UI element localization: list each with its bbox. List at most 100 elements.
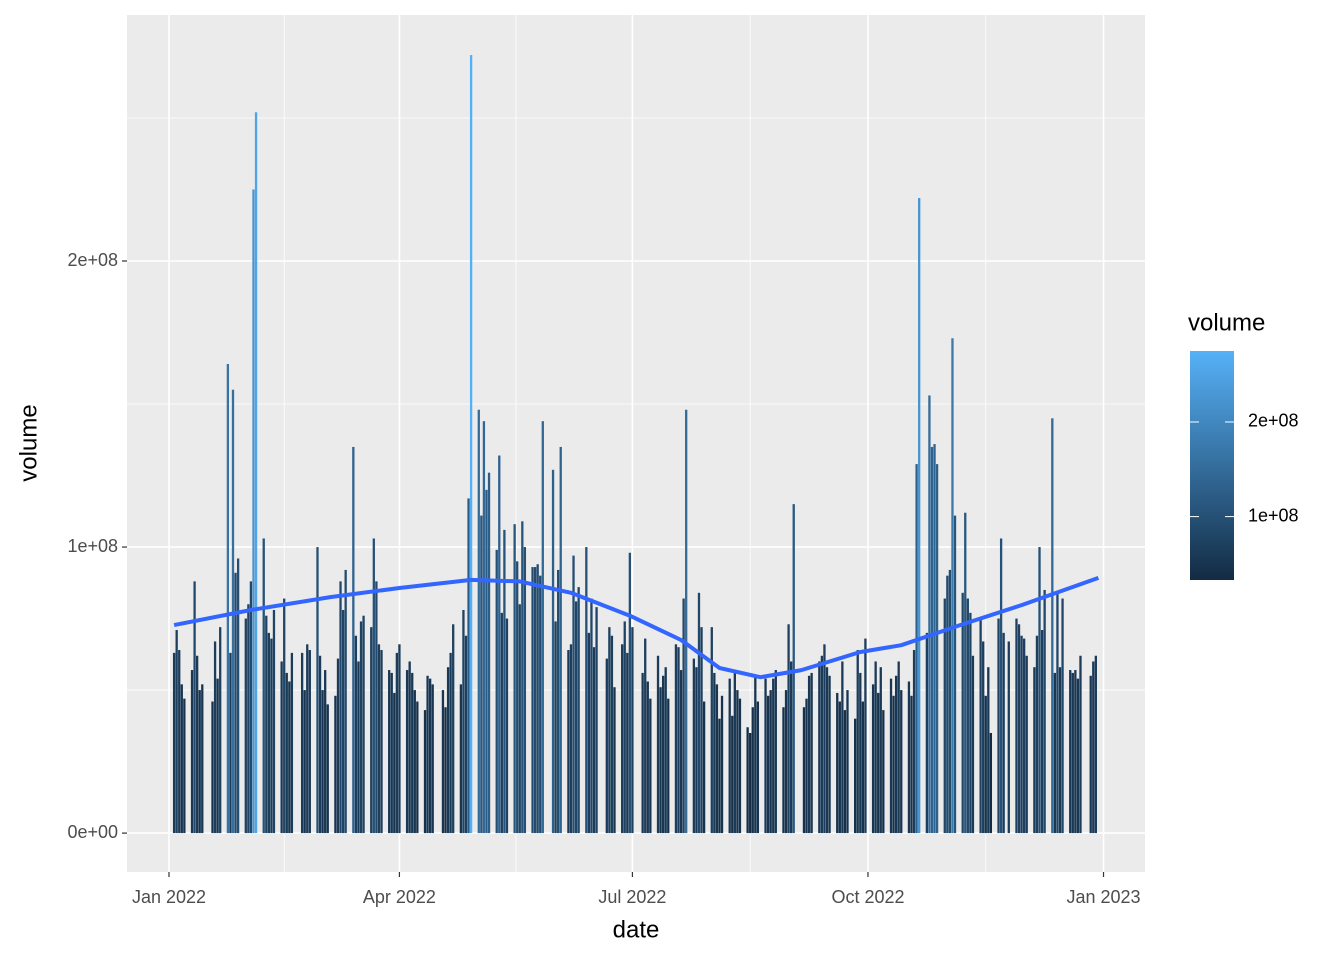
bar [1043, 589, 1046, 834]
bar [661, 675, 665, 834]
bar [516, 561, 519, 834]
bar [910, 695, 913, 834]
bar [649, 698, 652, 834]
bar [249, 581, 253, 834]
bar [541, 421, 544, 834]
bar [211, 701, 214, 834]
bar [925, 632, 929, 834]
bar [441, 690, 445, 834]
bar [1058, 667, 1062, 834]
bar [234, 572, 237, 834]
bar [846, 690, 849, 834]
bar [856, 650, 859, 834]
bar [1040, 630, 1044, 834]
bar [738, 698, 742, 834]
bar [446, 667, 450, 834]
bar [772, 678, 775, 834]
bar [854, 718, 857, 834]
bar [341, 609, 345, 834]
bar [756, 701, 760, 834]
bar [536, 564, 539, 834]
x-tick-label: Jan 2023 [1066, 887, 1140, 907]
bar [907, 681, 911, 834]
bar [572, 555, 575, 834]
bar [610, 635, 614, 834]
bar [644, 638, 647, 834]
bar [646, 681, 649, 834]
bar [262, 538, 265, 834]
bar [334, 695, 337, 834]
bar [859, 672, 862, 834]
bar [411, 672, 414, 834]
bar [590, 598, 593, 834]
bar [1025, 655, 1028, 834]
legend-label: 1e+08 [1248, 505, 1299, 525]
bar [838, 701, 841, 834]
bar [393, 692, 396, 834]
bar [948, 569, 952, 834]
bar [196, 655, 199, 834]
bar [318, 655, 322, 834]
bar [935, 464, 939, 834]
bar [172, 652, 176, 834]
bar [213, 641, 217, 834]
bar [659, 687, 662, 834]
bar [871, 684, 875, 834]
bar [308, 650, 311, 834]
bar [861, 701, 865, 834]
bar [1061, 598, 1064, 834]
bar [300, 652, 304, 834]
bar [595, 607, 598, 834]
bar [631, 627, 634, 834]
bar [326, 704, 329, 834]
bar [641, 672, 644, 834]
bar [1020, 635, 1023, 834]
bar [810, 672, 813, 834]
bar [180, 684, 183, 834]
bar [1015, 618, 1018, 834]
bar [518, 604, 521, 834]
bar [679, 670, 683, 834]
bar [444, 707, 447, 834]
bar [700, 627, 703, 834]
bar [621, 644, 624, 834]
bar [751, 707, 754, 834]
bar [933, 444, 936, 834]
bar [667, 698, 670, 834]
bar [531, 567, 534, 834]
bar [823, 644, 826, 834]
bar [1094, 655, 1097, 834]
bar [613, 687, 616, 834]
bar [198, 690, 201, 834]
bar [930, 446, 934, 834]
bar [792, 504, 795, 834]
bar [736, 690, 739, 834]
bar [375, 581, 378, 834]
bar [288, 681, 291, 834]
x-tick-label: Oct 2022 [831, 887, 904, 907]
bar [236, 558, 240, 834]
bar [918, 198, 921, 834]
bar [682, 598, 685, 834]
bar [979, 618, 982, 834]
bar [1038, 547, 1041, 834]
bar [482, 421, 486, 834]
bar [254, 112, 258, 834]
bar [946, 575, 949, 834]
bar [398, 644, 401, 834]
x-tick-label: Jul 2022 [598, 887, 666, 907]
bar [733, 670, 736, 834]
bar [587, 632, 591, 834]
bar [178, 650, 181, 834]
bar [982, 641, 985, 834]
bar [731, 715, 734, 834]
bar [285, 672, 288, 834]
bar [577, 587, 580, 834]
bar [272, 609, 276, 834]
bar [219, 627, 222, 834]
bar [498, 455, 501, 834]
bar [423, 710, 427, 834]
bar [677, 647, 680, 834]
bar [469, 55, 473, 834]
